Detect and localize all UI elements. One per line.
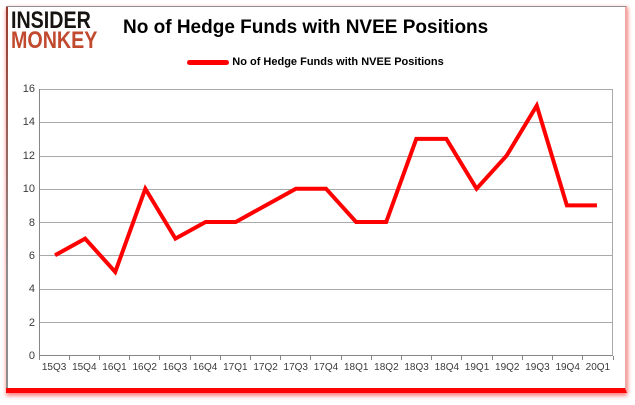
x-axis-label: 19Q2 bbox=[495, 362, 520, 373]
x-axis-label: 20Q1 bbox=[585, 362, 611, 373]
x-axis-tick bbox=[582, 356, 584, 360]
y-axis-label: 2 bbox=[28, 316, 35, 329]
x-axis-tick bbox=[219, 356, 221, 360]
logo-monkey-text: MONKEY bbox=[11, 27, 98, 55]
x-axis-label: 17Q3 bbox=[283, 362, 308, 373]
x-axis-label: 18Q3 bbox=[404, 362, 429, 373]
y-axis-label: 8 bbox=[28, 216, 35, 229]
x-axis-tick bbox=[370, 356, 372, 360]
x-axis-label: 19Q4 bbox=[555, 362, 580, 373]
legend: No of Hedge Funds with NVEE Positions bbox=[6, 56, 625, 68]
series-line bbox=[54, 100, 597, 276]
x-axis-tick bbox=[280, 356, 282, 360]
x-axis-label: 16Q3 bbox=[162, 362, 188, 373]
gridline bbox=[40, 89, 612, 90]
logo-insider-text: INSIDER bbox=[11, 7, 91, 34]
plot-area bbox=[39, 89, 613, 356]
insider-monkey-logo: INSIDER MONKEY bbox=[11, 7, 98, 55]
gridline bbox=[40, 155, 612, 157]
y-axis-label: 14 bbox=[22, 116, 35, 129]
x-axis-tick bbox=[38, 356, 40, 360]
y-axis-label: 16 bbox=[22, 83, 35, 95]
x-axis-tick bbox=[461, 356, 463, 360]
x-axis-tick bbox=[68, 356, 70, 360]
x-axis-ticks bbox=[38, 356, 614, 360]
x-axis-label: 18Q4 bbox=[434, 362, 460, 373]
x-axis-label: 17Q4 bbox=[313, 362, 339, 373]
y-axis-labels: 0 2 4 6 8 10 12 14 16 bbox=[8, 83, 35, 362]
y-axis-label: 4 bbox=[28, 283, 35, 296]
gridline bbox=[40, 288, 612, 290]
x-axis-tick bbox=[491, 356, 493, 360]
y-axis-label: 12 bbox=[22, 149, 35, 162]
x-axis-tick bbox=[521, 356, 523, 360]
x-axis-tick bbox=[431, 356, 433, 360]
gridline bbox=[40, 222, 612, 223]
x-axis-tick bbox=[612, 356, 614, 360]
x-axis-label: 17Q2 bbox=[253, 362, 278, 373]
x-axis-tick bbox=[249, 356, 251, 360]
x-axis-tick bbox=[552, 356, 554, 360]
x-axis-label: 16Q1 bbox=[102, 362, 127, 373]
gridline bbox=[40, 321, 612, 323]
x-axis-tick bbox=[401, 356, 403, 360]
panel-left-border bbox=[6, 7, 8, 388]
x-axis-label: 19Q3 bbox=[525, 362, 550, 373]
x-axis-label: 15Q3 bbox=[41, 362, 67, 373]
x-axis-label: 18Q1 bbox=[343, 362, 369, 373]
y-axis-label: 6 bbox=[28, 249, 35, 262]
x-axis-labels: 15Q3 15Q4 16Q1 16Q2 16Q3 16Q4 17Q1 17Q2 17Q3 17Q4… bbox=[39, 362, 613, 376]
x-axis-label: 15Q4 bbox=[72, 362, 97, 373]
x-axis-tick bbox=[340, 356, 342, 360]
legend-label: No of Hedge Funds with NVEE Positions bbox=[232, 56, 444, 68]
chart-panel: INSIDER MONKEY No of Hedge Funds with NV… bbox=[6, 6, 627, 393]
x-axis-label: 16Q4 bbox=[192, 362, 218, 373]
legend-line-swatch bbox=[187, 59, 230, 65]
y-axis-label: 0 bbox=[28, 350, 35, 362]
chart-title: No of Hedge Funds with NVEE Positions bbox=[123, 17, 489, 38]
x-axis-tick bbox=[159, 356, 161, 360]
x-axis-tick bbox=[98, 356, 100, 360]
y-axis-label: 10 bbox=[22, 183, 35, 196]
x-axis-tick bbox=[189, 356, 191, 360]
x-axis-label: 18Q2 bbox=[374, 362, 399, 373]
gridline bbox=[40, 255, 612, 257]
x-axis-label: 16Q2 bbox=[132, 362, 157, 373]
x-axis-tick bbox=[310, 356, 312, 360]
series-line-svg bbox=[54, 100, 597, 276]
x-axis-tick bbox=[129, 356, 131, 360]
x-axis-label: 17Q1 bbox=[223, 362, 248, 373]
x-axis-label: 19Q1 bbox=[464, 362, 490, 373]
gridline bbox=[40, 122, 612, 124]
